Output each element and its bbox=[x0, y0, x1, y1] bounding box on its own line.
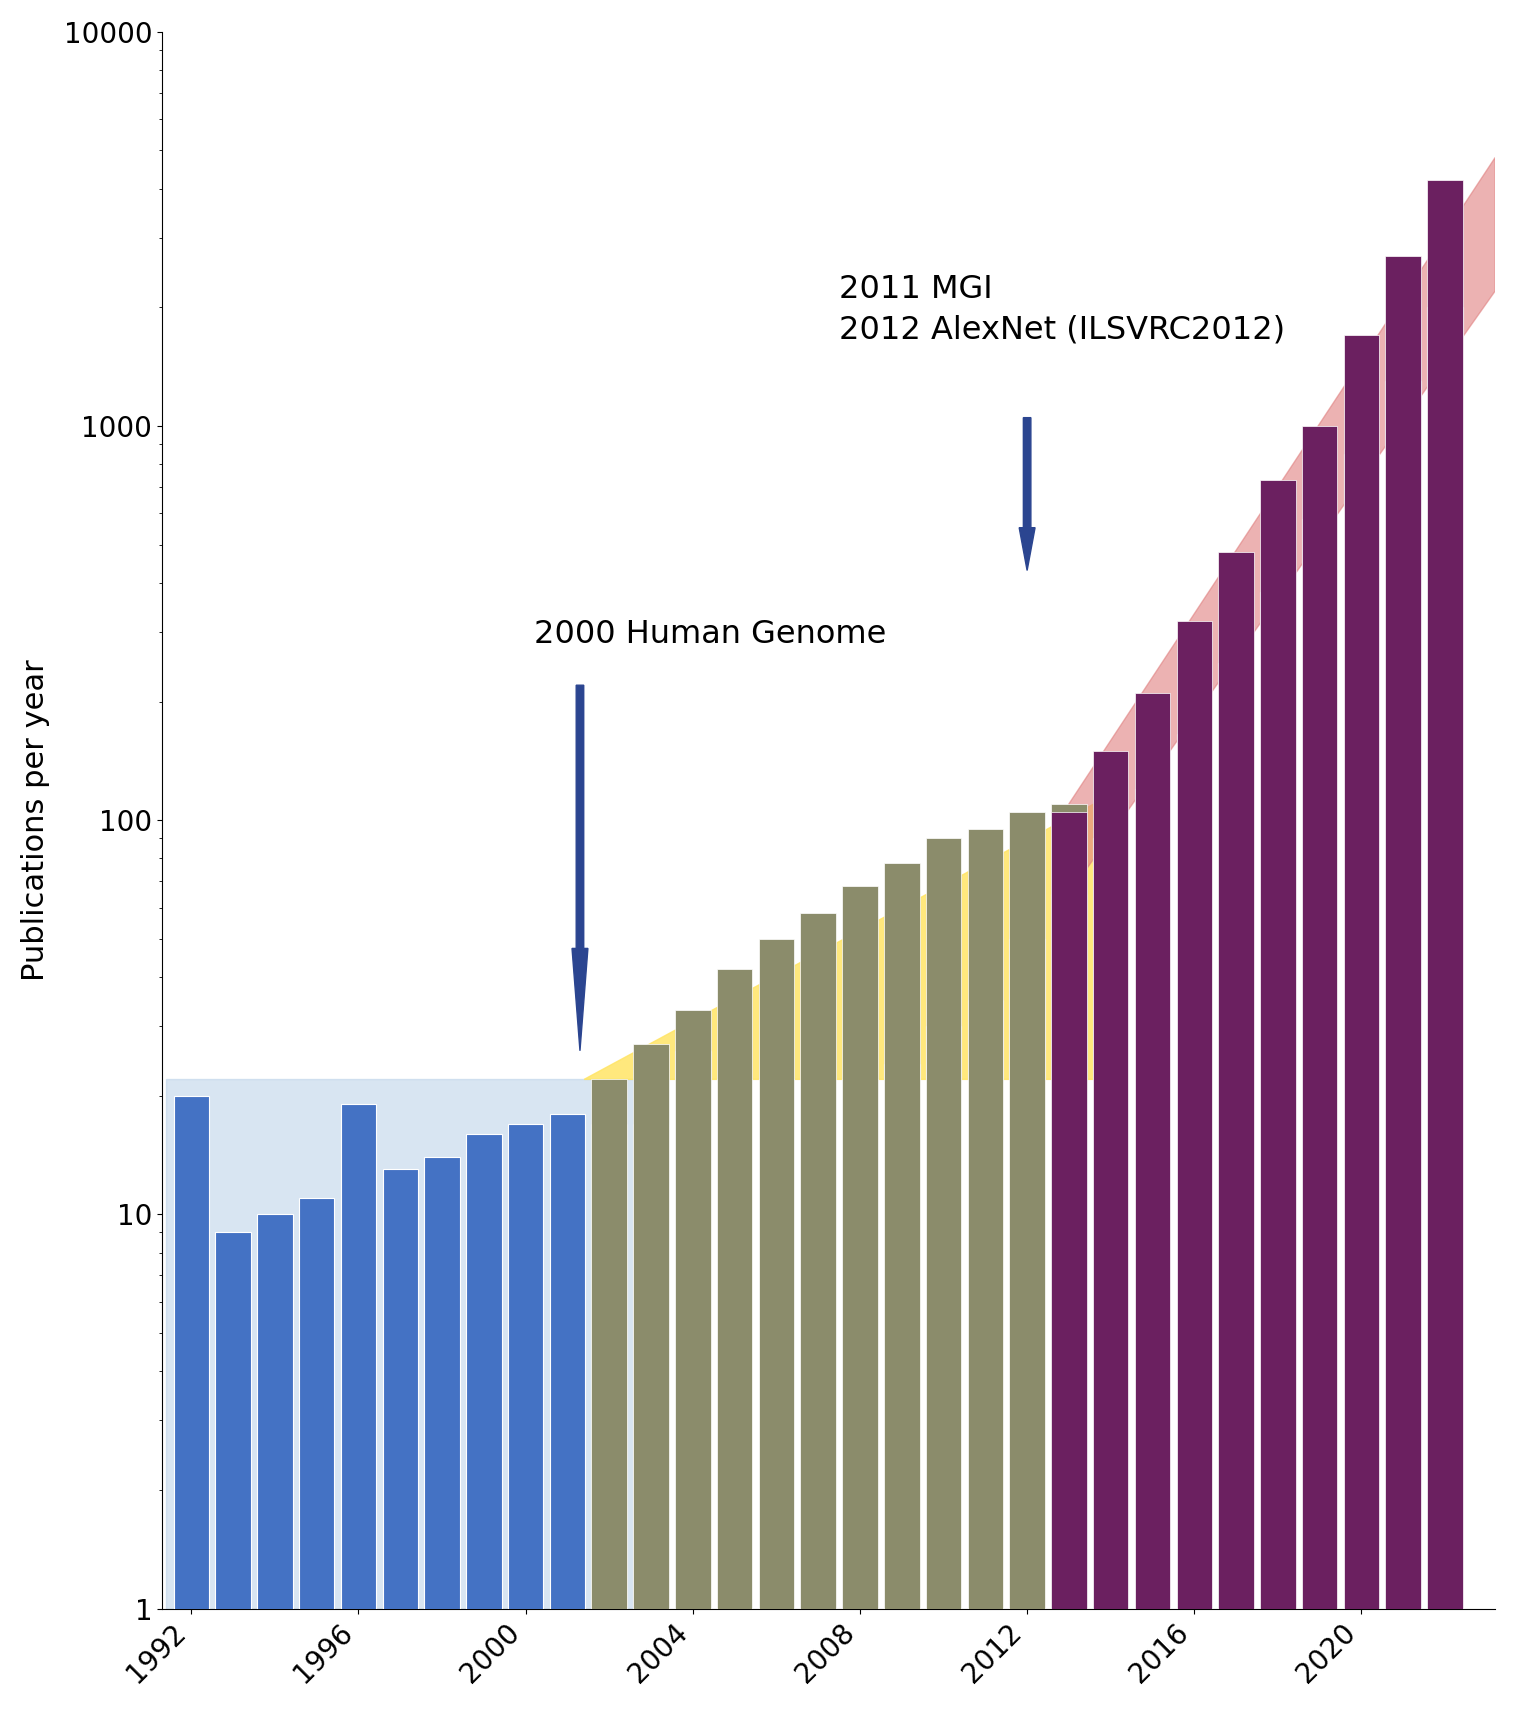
Bar bbox=[591, 1080, 628, 1709]
Bar bbox=[1260, 591, 1296, 1709]
Bar bbox=[717, 1080, 752, 1709]
Bar bbox=[591, 1123, 628, 1709]
Bar bbox=[1302, 426, 1337, 1709]
Bar bbox=[884, 1065, 920, 1709]
Bar bbox=[1260, 480, 1296, 1709]
Bar bbox=[967, 1000, 1004, 1709]
Bar bbox=[884, 863, 920, 1709]
Bar bbox=[843, 887, 878, 1709]
Bar bbox=[1051, 803, 1087, 1709]
Bar bbox=[926, 1027, 961, 1709]
Bar bbox=[675, 1010, 711, 1709]
Bar bbox=[1093, 837, 1128, 1709]
Bar bbox=[1010, 938, 1045, 1709]
Bar bbox=[1176, 735, 1211, 1709]
Bar bbox=[1427, 181, 1463, 1709]
Bar bbox=[634, 1123, 669, 1709]
Bar bbox=[465, 1133, 502, 1709]
Bar bbox=[424, 1157, 459, 1709]
Bar bbox=[758, 938, 794, 1709]
Bar bbox=[634, 1044, 669, 1709]
Bar bbox=[843, 1080, 878, 1709]
Bar bbox=[800, 1087, 835, 1709]
Bar bbox=[299, 1198, 335, 1709]
Text: 2011 MGI
2012 AlexNet (ILSVRC2012): 2011 MGI 2012 AlexNet (ILSVRC2012) bbox=[838, 273, 1286, 345]
Polygon shape bbox=[584, 803, 1095, 1080]
Bar bbox=[1219, 552, 1254, 1709]
Bar bbox=[258, 1215, 293, 1709]
Bar bbox=[1343, 455, 1380, 1709]
Bar bbox=[382, 1169, 418, 1709]
Text: 2000 Human Genome: 2000 Human Genome bbox=[534, 619, 887, 649]
Bar bbox=[1302, 520, 1337, 1709]
Bar bbox=[1051, 812, 1087, 1709]
Bar bbox=[1051, 894, 1087, 1709]
Bar bbox=[1093, 750, 1128, 1709]
Polygon shape bbox=[1019, 417, 1035, 571]
Y-axis label: Publications per year: Publications per year bbox=[21, 660, 50, 981]
Polygon shape bbox=[167, 1080, 667, 1608]
Bar bbox=[675, 1051, 711, 1709]
Bar bbox=[1010, 812, 1045, 1709]
Bar bbox=[508, 1123, 543, 1709]
Bar bbox=[926, 837, 961, 1709]
Polygon shape bbox=[1069, 157, 1495, 894]
Bar bbox=[550, 1114, 585, 1709]
Bar bbox=[1386, 381, 1420, 1709]
Bar bbox=[800, 913, 835, 1709]
Bar bbox=[1343, 335, 1380, 1709]
Bar bbox=[967, 829, 1004, 1709]
Bar bbox=[215, 1232, 250, 1709]
Bar bbox=[1135, 694, 1170, 1709]
Bar bbox=[717, 969, 752, 1709]
Bar bbox=[758, 1080, 794, 1709]
Bar bbox=[173, 1095, 209, 1709]
Polygon shape bbox=[572, 685, 588, 1051]
Bar bbox=[1176, 620, 1211, 1709]
Bar bbox=[1427, 308, 1463, 1709]
Bar bbox=[341, 1104, 376, 1709]
Bar bbox=[1135, 790, 1170, 1709]
Bar bbox=[1386, 256, 1420, 1709]
Bar bbox=[1219, 663, 1254, 1709]
